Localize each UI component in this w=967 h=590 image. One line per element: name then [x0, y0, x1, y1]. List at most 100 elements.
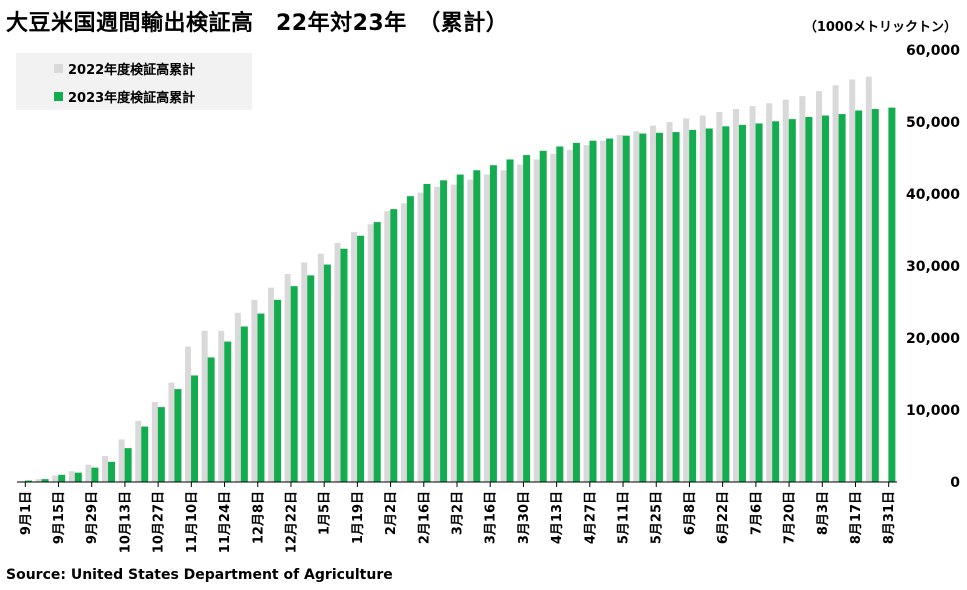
x-tick-label: 11月24日 — [218, 491, 233, 553]
bar-2023 — [257, 313, 265, 482]
bar-2023 — [357, 235, 365, 482]
bar-2023 — [323, 264, 331, 482]
series-2022-bars — [19, 76, 872, 483]
bar-2023 — [440, 180, 448, 482]
bar-2023 — [655, 132, 663, 483]
bar-2022 — [317, 253, 324, 482]
bar-2023 — [406, 196, 414, 482]
bar-2023 — [307, 275, 315, 482]
bar-2023 — [290, 286, 298, 482]
bar-2022 — [865, 76, 872, 482]
bar-2023 — [141, 426, 149, 482]
bar-2023 — [506, 159, 514, 482]
bar-2023 — [25, 480, 32, 482]
bar-2023 — [207, 357, 215, 482]
legend-label-2023: 2023年度検証高累計 — [68, 90, 196, 106]
bar-2022 — [483, 174, 490, 482]
legend: 2022年度検証高累計 2023年度検証高累計 — [16, 53, 252, 110]
y-tick-labels: 0 10,000 20,000 30,000 40,000 50,000 60,000 — [906, 43, 960, 491]
bar-2022 — [234, 312, 241, 482]
bar-2022 — [450, 184, 457, 482]
bar-2022 — [799, 96, 806, 482]
bar-2023 — [855, 110, 863, 482]
bar-2022 — [666, 122, 673, 482]
bar-2023 — [473, 170, 481, 483]
unit-label: （1000メトリックトン） — [803, 20, 957, 35]
bar-2022 — [284, 273, 291, 482]
bar-2022 — [832, 85, 839, 482]
y-tick-label: 10,000 — [906, 403, 960, 419]
bar-2022 — [201, 330, 208, 482]
legend-item-2022: 2022年度検証高累計 — [54, 60, 196, 78]
x-tick-label: 5月25日 — [650, 491, 665, 544]
bar-2022 — [583, 145, 590, 483]
bar-2023 — [788, 119, 796, 483]
x-tick-label: 9月1日 — [19, 491, 34, 535]
x-tick-label: 11月10日 — [185, 491, 200, 553]
y-tick-label: 40,000 — [906, 187, 960, 203]
bar-2023 — [821, 115, 829, 483]
y-tick-label: 60,000 — [906, 43, 960, 59]
bar-2023 — [157, 407, 165, 482]
legend-item-2023: 2023年度検証高累計 — [54, 88, 196, 106]
x-tick-label: 6月8日 — [683, 491, 698, 535]
bar-2022 — [550, 153, 557, 482]
y-tick-label: 0 — [950, 475, 960, 491]
bar-2022 — [616, 134, 623, 482]
bar-2022 — [85, 464, 92, 482]
bar-2022 — [699, 115, 706, 483]
bar-2023 — [888, 107, 896, 482]
x-tick-label: 2月2日 — [384, 491, 399, 535]
bar-2022 — [633, 131, 640, 483]
legend-label-2022: 2022年度検証高累計 — [68, 62, 196, 78]
x-tick-label: 1月19日 — [351, 491, 366, 544]
x-tick-label: 4月27日 — [583, 491, 598, 544]
x-tick-label: 6月22日 — [716, 491, 731, 544]
x-tick-label: 9月15日 — [52, 491, 67, 544]
bar-2023 — [108, 461, 116, 482]
bar-2022 — [52, 475, 59, 482]
bar-2023 — [589, 140, 597, 482]
bar-2022 — [849, 79, 856, 483]
bar-2023 — [556, 146, 564, 483]
bar-2022 — [732, 109, 739, 482]
bar-2023 — [58, 474, 66, 482]
bar-2023 — [91, 467, 99, 482]
x-tick-label: 3月16日 — [484, 491, 499, 544]
bar-2022 — [517, 164, 524, 483]
chart-title: 大豆米国週間輸出検証高 22年対23年 （累計） — [6, 11, 509, 36]
bar-2023 — [224, 341, 232, 482]
y-tick-label: 30,000 — [906, 259, 960, 275]
bar-2022 — [218, 330, 225, 482]
bar-2023 — [191, 375, 199, 482]
legend-swatch-2022 — [54, 63, 63, 73]
bar-2023 — [174, 389, 182, 482]
bar-2023 — [124, 448, 132, 482]
bar-2023 — [456, 174, 464, 482]
bar-2022 — [749, 106, 756, 482]
bar-2023 — [672, 132, 680, 482]
bar-2022 — [251, 299, 258, 482]
bar-2022 — [334, 242, 341, 482]
bar-2022 — [168, 382, 175, 482]
x-tick-label: 3月2日 — [451, 491, 466, 535]
bar-2023 — [705, 128, 713, 483]
x-tick-label: 2月16日 — [417, 491, 432, 544]
x-tick-label: 1月5日 — [318, 491, 333, 535]
chart-axes — [17, 481, 897, 487]
bar-2023 — [523, 155, 531, 482]
bar-2022 — [649, 125, 656, 482]
bar-2023 — [755, 123, 763, 482]
bar-2023 — [74, 472, 82, 482]
x-tick-label: 12月8日 — [251, 491, 266, 544]
x-tick-label: 12月22日 — [284, 491, 299, 553]
bar-2022 — [118, 439, 125, 482]
bar-2023 — [772, 121, 780, 482]
bar-2023 — [572, 142, 580, 482]
y-tick-label: 50,000 — [906, 115, 960, 131]
bar-2023 — [805, 116, 813, 483]
bar-2022 — [533, 159, 540, 482]
x-tick-label: 7月6日 — [749, 491, 764, 535]
bar-2022 — [384, 211, 391, 482]
